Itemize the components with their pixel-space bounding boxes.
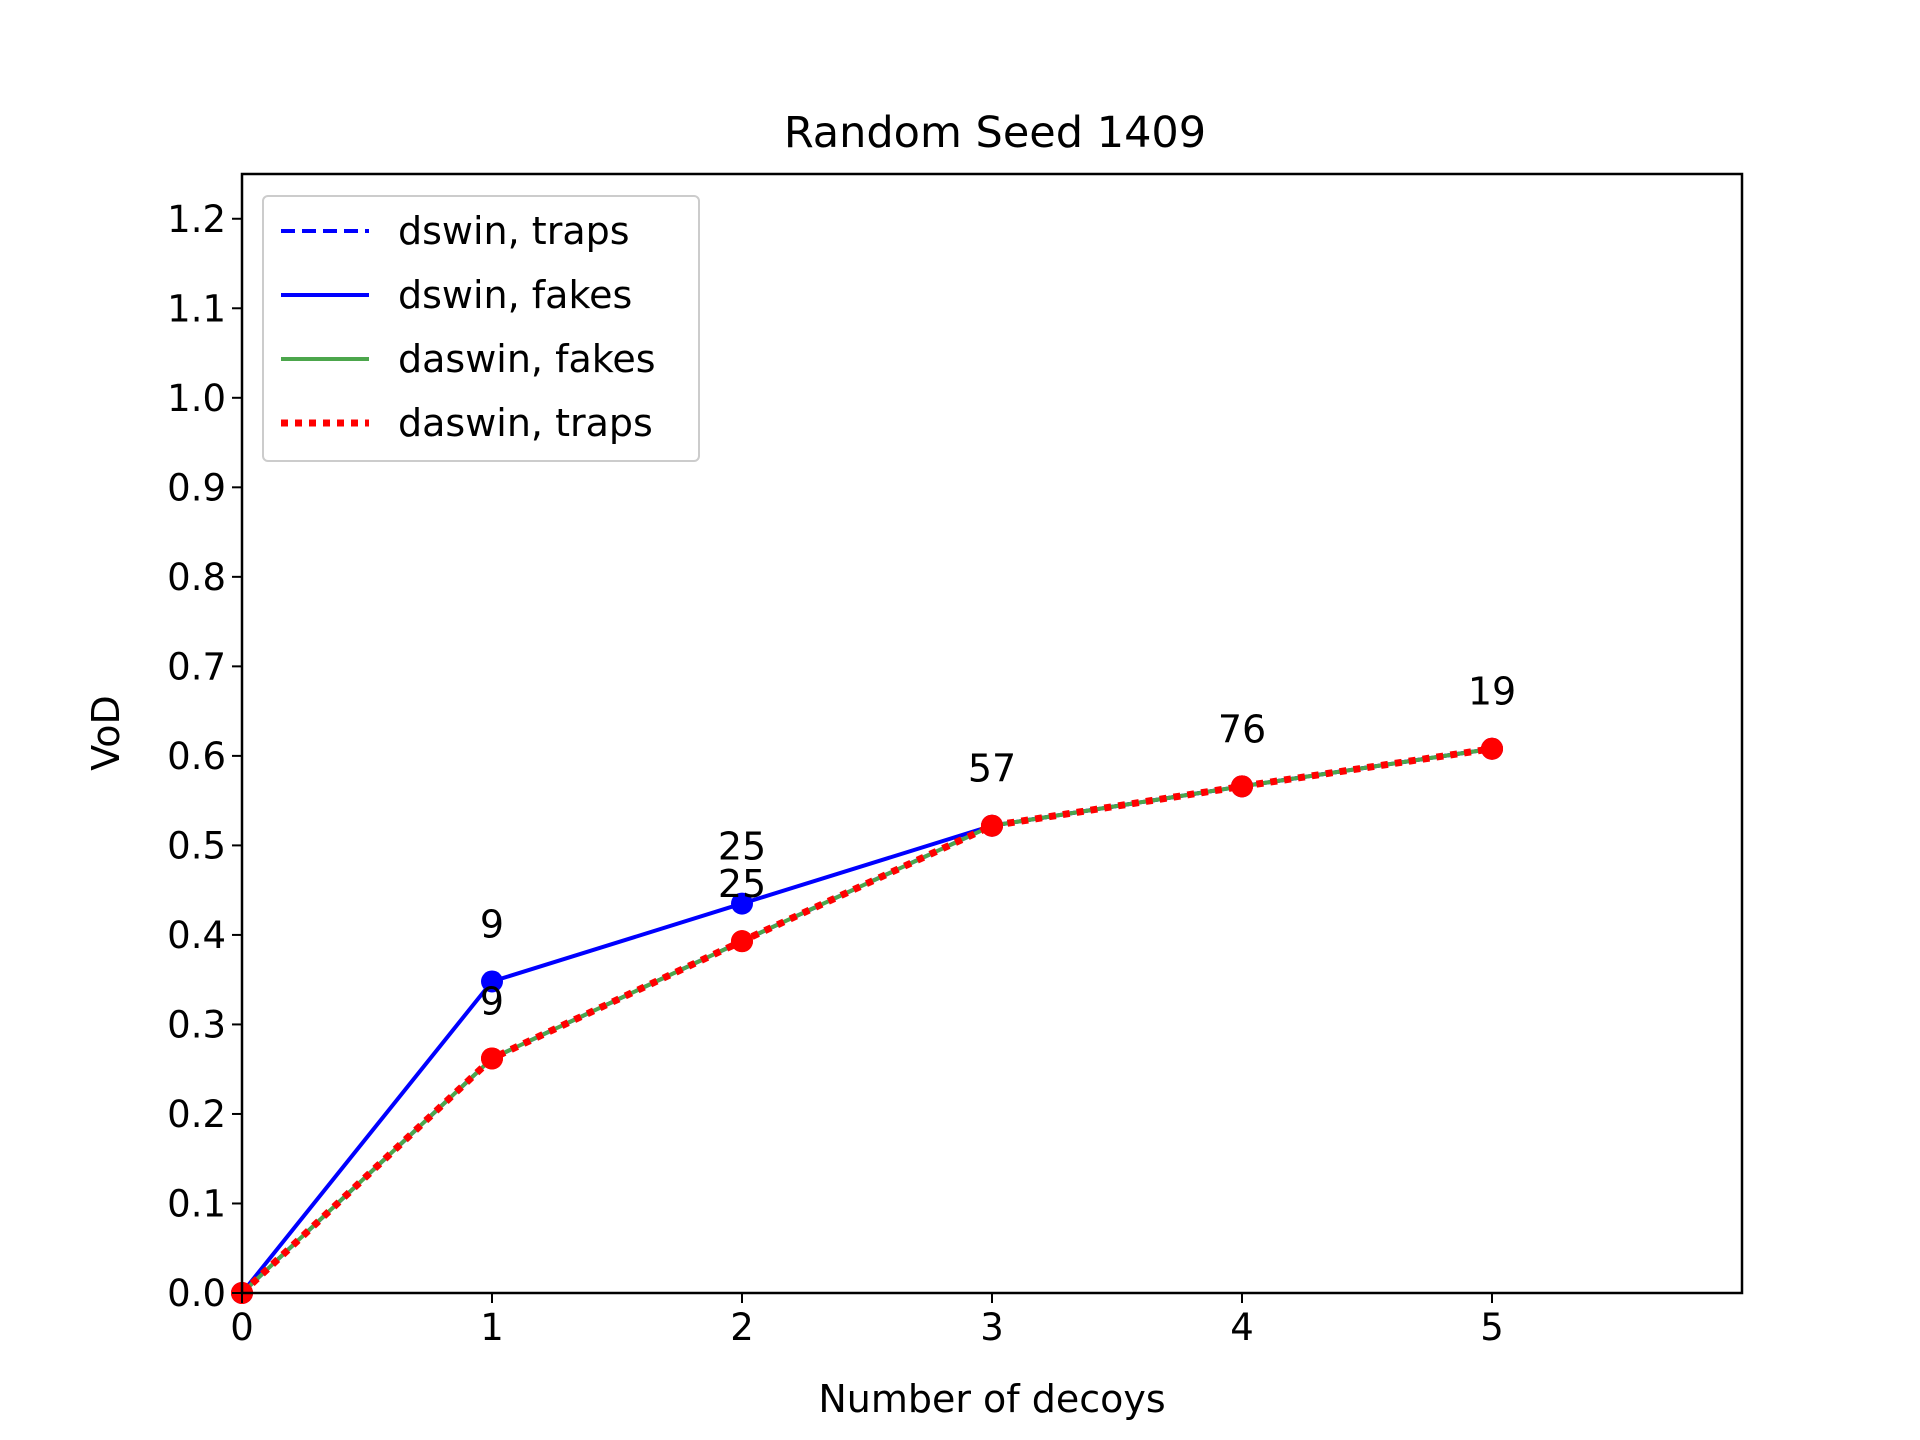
legend: dswin, traps dswin, fakes daswin, fakes das… — [262, 195, 700, 462]
y-tick-label: 1.1 — [167, 287, 226, 330]
x-tick-label: 2 — [730, 1306, 754, 1349]
data-point — [731, 930, 753, 953]
x-tick-label: 5 — [1480, 1306, 1504, 1349]
y-tick-label: 0.8 — [167, 556, 226, 599]
y-tick-label: 0.6 — [167, 735, 226, 778]
y-tick-label: 0.3 — [167, 1003, 226, 1046]
x-tick-label: 1 — [480, 1306, 504, 1349]
point-annotation: 9 — [480, 902, 504, 946]
y-axis-label: VoD — [84, 695, 128, 771]
data-point — [1481, 737, 1503, 760]
x-tick-label: 0 — [230, 1306, 254, 1349]
y-tick-label: 0.4 — [167, 914, 226, 957]
series-line-daswin-traps — [239, 745, 1493, 1296]
point-annotation: 76 — [1218, 707, 1266, 751]
data-point — [981, 814, 1003, 837]
point-annotation: 9 — [480, 979, 504, 1023]
y-tick-label: 0.2 — [167, 1093, 226, 1136]
x-axis-label: Number of decoys — [818, 1377, 1165, 1421]
point-annotation: 25 — [718, 825, 766, 869]
legend-label: dswin, fakes — [398, 273, 632, 317]
y-tick-label: 0.9 — [167, 466, 226, 509]
legend-label: daswin, fakes — [398, 337, 656, 381]
legend-box — [262, 195, 700, 462]
y-tick-label: 1.0 — [167, 377, 226, 420]
chart-title: Random Seed 1409 — [784, 108, 1206, 158]
y-tick-label: 1.2 — [167, 198, 226, 241]
y-tick-label: 0.0 — [167, 1272, 226, 1315]
data-point — [1231, 775, 1253, 798]
point-annotation: 19 — [1468, 670, 1516, 714]
data-point — [481, 970, 503, 993]
legend-label: dswin, traps — [398, 209, 630, 253]
legend-label: daswin, traps — [398, 401, 653, 445]
y-tick-label: 0.1 — [167, 1182, 226, 1225]
data-point — [481, 1047, 503, 1070]
y-tick-label: 0.5 — [167, 824, 226, 867]
point-annotation: 57 — [968, 747, 1016, 791]
data-point — [731, 892, 753, 915]
x-tick-label: 3 — [980, 1306, 1004, 1349]
point-annotation: 25 — [718, 862, 766, 906]
x-tick-label: 4 — [1230, 1306, 1254, 1349]
y-tick-label: 0.7 — [167, 645, 226, 688]
